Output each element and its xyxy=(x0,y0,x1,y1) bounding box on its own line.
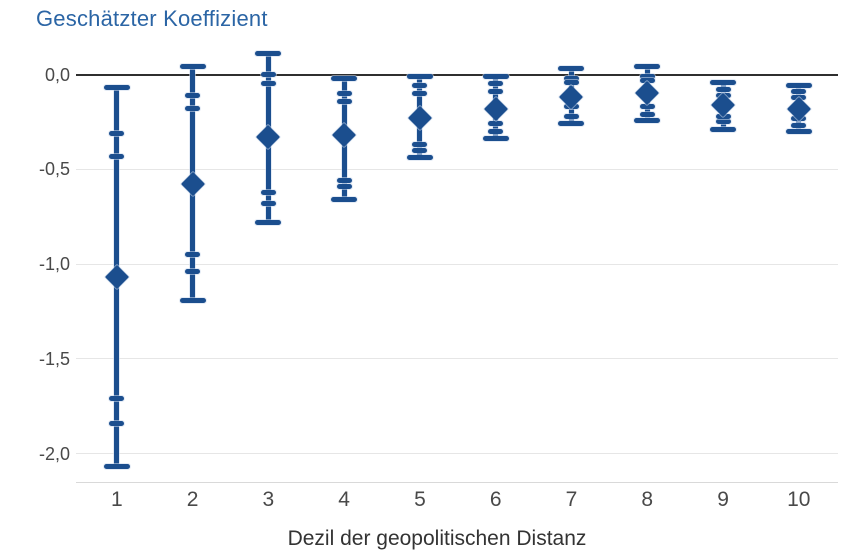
x-axis-line xyxy=(76,482,838,483)
ci95-lower-cap xyxy=(715,119,731,125)
ci90-upper-cap xyxy=(412,90,428,96)
ci99-upper-cap xyxy=(179,64,206,70)
point-estimate-diamond xyxy=(407,106,432,131)
zero-line xyxy=(76,73,838,76)
ci95-lower-cap xyxy=(563,113,579,119)
gridline xyxy=(76,453,838,455)
ci90-upper-cap xyxy=(185,106,201,112)
ci99-lower-cap xyxy=(255,219,282,225)
ci95-lower-cap xyxy=(336,183,352,189)
x-tick-label: 4 xyxy=(338,488,350,511)
gridline xyxy=(76,358,838,360)
ci99-upper-cap xyxy=(482,73,509,79)
ci99-lower-cap xyxy=(179,297,206,303)
y-tick-label: -1,0 xyxy=(38,254,70,275)
point-estimate-diamond xyxy=(256,125,281,150)
ci95-upper-cap xyxy=(336,90,352,96)
y-tick-label: 0,0 xyxy=(44,64,70,85)
point-estimate-diamond xyxy=(104,265,129,290)
y-tick-label: -1,5 xyxy=(38,348,70,369)
ci90-upper-cap xyxy=(260,81,276,87)
ci95-lower-cap xyxy=(791,123,807,129)
ci95-upper-cap xyxy=(639,73,655,79)
ci90-lower-cap xyxy=(412,142,428,148)
x-tick-label: 8 xyxy=(641,488,654,511)
ci90-lower-cap xyxy=(260,189,276,195)
ci99-upper-cap xyxy=(558,66,585,72)
ci90-lower-cap xyxy=(336,178,352,184)
x-tick-label: 2 xyxy=(186,488,199,511)
ci90-upper-cap xyxy=(639,77,655,83)
ci99-upper-cap xyxy=(331,75,358,81)
x-tick-label: 7 xyxy=(565,488,578,511)
ci95-lower-cap xyxy=(412,147,428,153)
x-tick-label: 1 xyxy=(110,488,123,511)
ci99-lower-cap xyxy=(558,121,585,127)
ci99-lower-cap xyxy=(406,155,433,161)
chart-title: Geschätzter Koeffizient xyxy=(36,6,268,31)
x-tick-label: 10 xyxy=(787,488,811,511)
x-tick-label: 9 xyxy=(717,488,729,511)
ci99-lower-cap xyxy=(634,117,661,123)
ci95-upper-cap xyxy=(109,130,125,136)
ci90-lower-cap xyxy=(639,104,655,110)
ci95-lower-cap xyxy=(260,200,276,206)
point-estimate-diamond xyxy=(635,81,660,106)
ci99-lower-cap xyxy=(785,128,812,134)
ci99-upper-cap xyxy=(406,73,433,79)
point-estimate-diamond xyxy=(180,172,205,197)
x-tick-label: 5 xyxy=(414,488,426,511)
ci95-upper-cap xyxy=(791,89,807,95)
ci90-lower-cap xyxy=(109,396,125,402)
ci99-lower-cap xyxy=(103,464,130,470)
point-estimate-diamond xyxy=(711,92,736,117)
ci99-upper-cap xyxy=(255,51,282,57)
ci90-lower-cap xyxy=(185,252,201,258)
x-axis-title: Dezil der geopolitischen Distanz xyxy=(287,527,587,550)
ci99-upper-cap xyxy=(103,85,130,91)
ci95-upper-cap xyxy=(260,72,276,77)
ci95-upper-cap xyxy=(715,87,731,93)
x-tick-label: 3 xyxy=(262,488,275,511)
ci95-lower-cap xyxy=(109,420,125,426)
ci99-upper-cap xyxy=(785,83,812,89)
ci95-lower-cap xyxy=(488,128,504,134)
gridline xyxy=(76,263,838,265)
ci90-upper-cap xyxy=(336,98,352,104)
ci90-upper-cap xyxy=(488,89,504,95)
ci99-upper-cap xyxy=(634,64,661,70)
point-estimate-diamond xyxy=(332,123,357,148)
ci99-lower-cap xyxy=(331,197,358,203)
ci95-upper-cap xyxy=(488,81,504,87)
ci90-lower-cap xyxy=(488,121,504,127)
ci90-upper-cap xyxy=(563,79,579,85)
ci95-upper-cap xyxy=(412,83,428,89)
ci90-upper-cap xyxy=(109,153,125,159)
ci95-upper-cap xyxy=(185,92,201,98)
ci99-lower-cap xyxy=(482,136,509,142)
gridline xyxy=(76,168,838,170)
y-tick-label: -0,5 xyxy=(38,159,70,180)
ci99-lower-cap xyxy=(710,126,737,132)
y-tick-label: -2,0 xyxy=(38,443,70,464)
ci95-upper-cap xyxy=(563,75,579,81)
ci95-lower-cap xyxy=(185,269,201,275)
ci95-lower-cap xyxy=(639,111,655,117)
point-estimate-diamond xyxy=(483,96,508,121)
ci99-upper-cap xyxy=(710,79,737,85)
x-tick-label: 6 xyxy=(489,488,502,511)
